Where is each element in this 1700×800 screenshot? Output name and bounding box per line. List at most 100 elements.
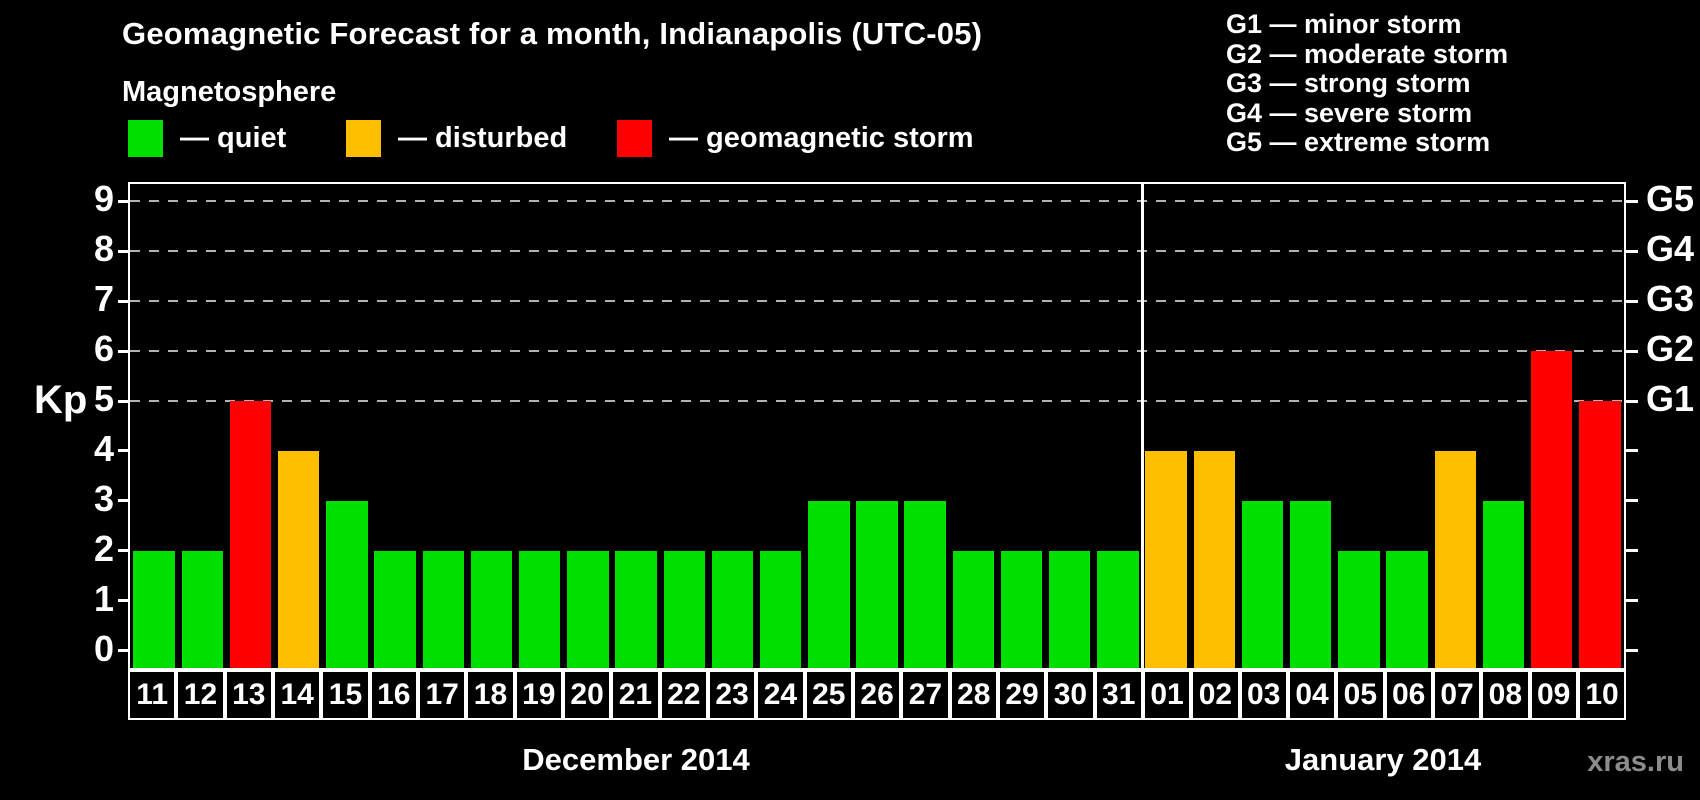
date-cell: 12 [176,670,225,720]
grid-line [130,250,1624,253]
kp-bar [374,550,416,668]
g4-legend-line: G4 — severe storm [1226,97,1473,128]
date-cell: 04 [1287,670,1337,720]
g-scale-axis-label: G3 [1646,278,1695,320]
month-label: December 2014 [522,742,750,777]
right-axis-tick [1626,649,1638,653]
y-axis-tick [118,499,130,503]
kp-bar [1530,351,1573,668]
quiet-color-swatch [128,119,163,157]
date-cell: 27 [901,670,950,720]
date-cell: 08 [1481,670,1530,720]
date-cell: 28 [949,670,998,720]
kp-bar [759,550,802,668]
kp-bar [1579,401,1621,668]
date-cell: 07 [1432,670,1482,720]
plot-area [128,182,1626,670]
date-cell: 26 [852,670,902,720]
kp-bar [518,550,561,668]
kp-bar [1434,450,1477,668]
g1-legend-line: G1 — minor storm [1226,9,1462,39]
grid-line [130,350,1624,353]
kp-bar [1049,550,1091,668]
y-axis-tick [118,199,130,203]
kp-bar [567,550,609,668]
date-cell: 22 [659,670,708,720]
g3-legend-line: G3 — strong storm [1226,68,1471,98]
y-axis-tick [118,599,130,603]
y-axis-tick [118,399,130,403]
legend-label-storm: — geomagnetic storm [669,121,974,154]
date-cell: 31 [1094,670,1143,720]
y-tick-label: 7 [93,278,114,320]
date-cell: 11 [128,670,177,720]
date-cell: 20 [562,670,612,720]
y-tick-label: 1 [93,577,114,619]
date-cell: 24 [756,670,805,720]
storm-color-swatch [617,119,652,157]
date-cell: 19 [514,670,563,720]
kp-bar [1290,500,1332,668]
kp-bar [808,500,850,668]
date-cell: 03 [1239,670,1288,720]
date-cell: 06 [1384,670,1433,720]
right-axis-tick [1626,399,1638,403]
legend-item-quiet: — quiet [128,119,286,157]
date-cell: 02 [1191,670,1240,720]
kp-bar [1386,550,1428,668]
kp-bar [326,500,368,668]
y-tick-label: 0 [93,627,114,669]
y-tick-label: 4 [93,427,114,469]
month-label: January 2014 [1284,742,1482,777]
date-cell: 16 [369,670,418,720]
g5-legend-line: G5 — extreme storm [1226,127,1491,157]
legend-item-storm: — geomagnetic storm [617,119,974,157]
grid-line [130,200,1624,203]
kp-bar [422,550,464,668]
y-axis-tick [118,549,130,553]
kp-bar [181,550,223,668]
kp-bar [1193,450,1236,668]
date-cell: 01 [1142,670,1192,720]
legend-item-disturbed: — disturbed [346,119,567,157]
date-cell: 09 [1529,670,1578,720]
date-cell: 10 [1577,670,1627,720]
right-axis-tick [1626,199,1638,203]
kp-bar [1338,550,1380,668]
y-tick-label: 5 [93,378,114,420]
kp-bar [1482,500,1525,668]
kp-bar [615,550,657,668]
date-axis-row: 11 12 13 14 15 16 17 18 19 20 21 22 23 24 25 26 27 28 29 30… [128,670,1627,720]
kp-bar [1145,450,1187,668]
y-tick-label: 3 [93,477,114,519]
date-cell: 23 [707,670,757,720]
kp-bar [1000,550,1043,668]
kp-bar [133,550,175,668]
legend-label-quiet: — quiet [180,121,287,154]
right-axis-tick [1626,349,1638,353]
y-axis-tick [118,299,130,303]
date-cell: 13 [224,670,273,720]
y-axis-label: Kp [34,378,88,422]
month-separator [1140,184,1144,668]
disturbed-color-swatch [346,119,381,157]
date-cell: 18 [466,670,515,720]
y-axis-tick [118,249,130,253]
right-axis-tick [1626,549,1638,553]
kp-bar [277,450,320,668]
right-axis-tick [1626,249,1638,253]
kp-bar [711,550,754,668]
g-scale-axis-label: G4 [1646,228,1695,270]
y-tick-label: 8 [93,228,114,270]
date-cell: 21 [611,670,660,720]
right-axis-tick [1626,299,1638,303]
magnetosphere-legend-heading: Magnetosphere [122,76,337,108]
right-axis-tick [1626,599,1638,603]
grid-line [130,400,1624,403]
watermark: xras.ru [1587,746,1684,778]
kp-bar [229,401,272,668]
right-axis-tick [1626,499,1638,503]
kp-bar [470,550,513,668]
grid-line [130,300,1624,303]
